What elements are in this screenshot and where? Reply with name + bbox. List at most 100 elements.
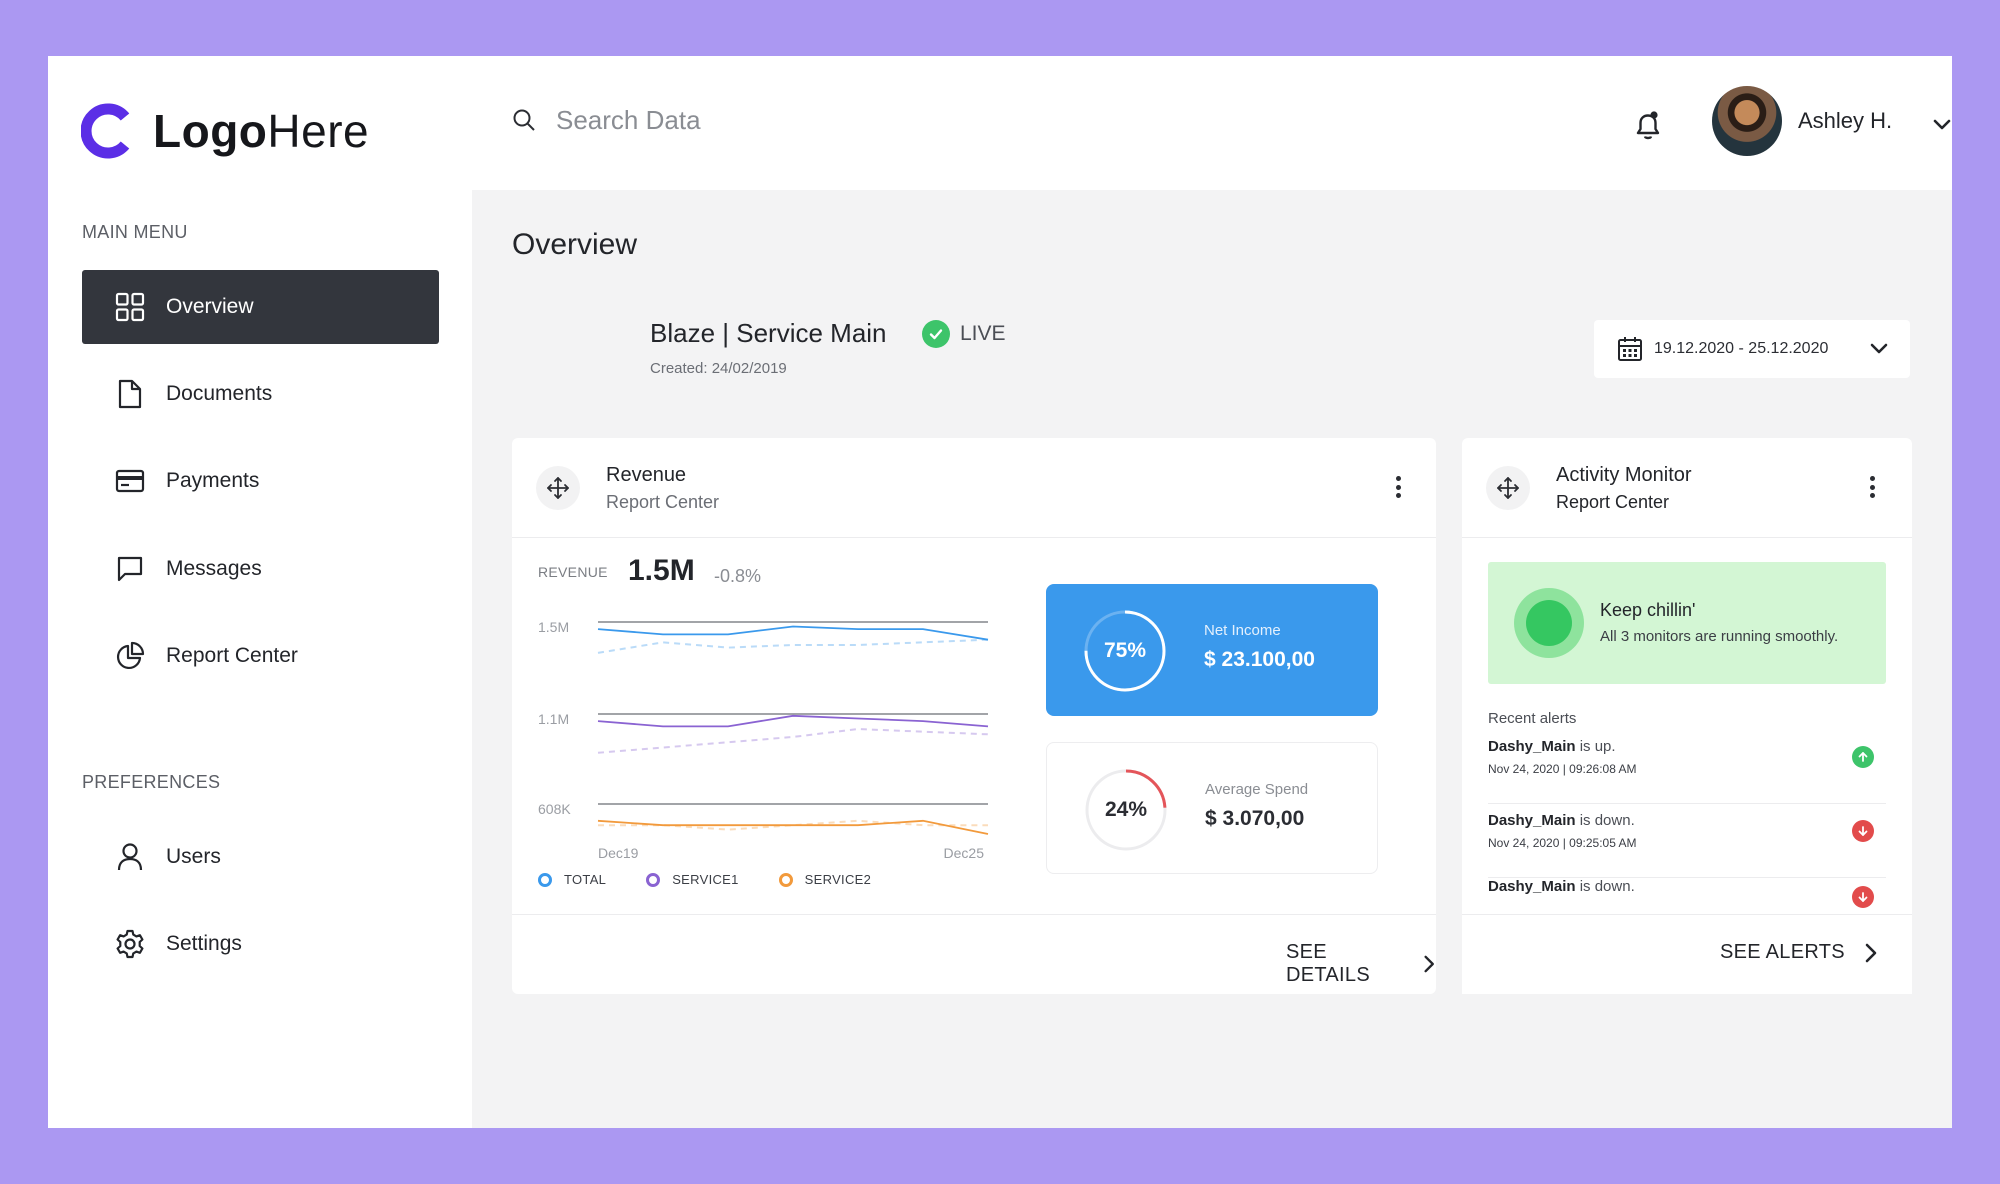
user-name[interactable]: Ashley H.: [1798, 108, 1893, 133]
net-income-percent: 75%: [1103, 639, 1147, 662]
see-details-link[interactable]: SEE DETAILS: [1286, 941, 1436, 987]
card-title: Activity Monitor: [1556, 464, 1692, 486]
sidebar-item-settings[interactable]: Settings: [82, 907, 439, 981]
logo-text: LogoHere: [153, 104, 369, 158]
move-icon[interactable]: [1486, 466, 1530, 510]
card-footer: SEE DETAILS: [512, 914, 1436, 994]
arrow-down-icon: [1852, 886, 1874, 908]
sidebar-item-label: Users: [166, 845, 221, 868]
chevron-down-icon[interactable]: [1928, 110, 1952, 138]
gear-icon: [114, 928, 146, 960]
calendar-icon: [1618, 337, 1642, 361]
logo[interactable]: LogoHere: [81, 100, 369, 162]
series-line-compare: [597, 728, 989, 754]
status-text: LIVE: [960, 322, 1006, 345]
legend-item-service1: SERVICE1: [646, 872, 738, 887]
search-bar: [512, 100, 1112, 140]
created-date: Created: 24/02/2019: [650, 360, 787, 377]
monitor-status-title: Keep chillin': [1600, 600, 1696, 620]
date-range-picker[interactable]: 19.12.2020 - 25.12.2020: [1594, 320, 1910, 378]
alert-text: is down.: [1575, 878, 1635, 895]
legend-label: TOTAL: [564, 872, 607, 887]
preferences-label: PREFERENCES: [82, 772, 221, 792]
legend-label: SERVICE1: [672, 872, 739, 887]
net-income-box: 75% Net Income $ 23.100,00: [1046, 584, 1378, 716]
main-menu-label: MAIN MENU: [82, 222, 188, 242]
legend-item-service2: SERVICE2: [778, 872, 872, 887]
legend-swatch: [646, 872, 661, 887]
topbar: Ashley H.: [472, 56, 1952, 190]
sidebar-item-documents[interactable]: Documents: [82, 357, 439, 431]
alert-text: is up.: [1575, 738, 1616, 755]
average-spend-label: Average Spend: [1205, 781, 1309, 798]
y-tick-label: 1.1M: [538, 711, 569, 727]
sidebar-item-messages[interactable]: Messages: [82, 532, 439, 606]
see-details-label: SEE DETAILS: [1286, 941, 1370, 986]
monitor-status-text: All 3 monitors are running smoothly.: [1600, 628, 1839, 645]
average-spend-gauge-arc: [1085, 769, 1167, 851]
average-spend-percent: 24%: [1104, 798, 1148, 821]
list-item[interactable]: Dashy_Main is up. Nov 24, 2020 | 09:26:0…: [1488, 738, 1886, 804]
y-tick-label: 1.5M: [538, 619, 569, 635]
move-icon[interactable]: [536, 466, 580, 510]
series-line: [597, 625, 989, 641]
revenue-label: REVENUE: [538, 564, 608, 580]
sidebar-item-label: Documents: [166, 382, 273, 405]
app-window: LogoHere MAIN MENU Overview Documents Pa…: [48, 56, 1952, 1128]
legend-item-total: TOTAL: [538, 872, 606, 887]
more-options-icon[interactable]: [1388, 472, 1408, 502]
see-alerts-link[interactable]: SEE ALERTS: [1720, 941, 1879, 964]
check-icon: [922, 320, 950, 348]
monitor-status-panel: Keep chillin' All 3 monitors are running…: [1488, 562, 1886, 684]
revenue-card: Revenue Report Center REVENUE 1.5M -0.8%…: [512, 438, 1436, 994]
card-header: Revenue Report Center: [512, 438, 1436, 538]
list-item[interactable]: Dashy_Main is down. Nov 24, 2020 | 09:25…: [1488, 812, 1886, 878]
logo-light: Here: [267, 105, 370, 157]
status-indicator: [1514, 588, 1584, 658]
sidebar-item-report-center[interactable]: Report Center: [82, 619, 439, 693]
alert-message: Dashy_Main is up.: [1488, 738, 1616, 755]
average-spend-value: $ 3.070,00: [1205, 807, 1305, 830]
alert-source: Dashy_Main: [1488, 738, 1576, 755]
revenue-change: -0.8%: [714, 566, 762, 586]
legend-label: SERVICE2: [804, 872, 872, 887]
arrow-down-icon: [1852, 820, 1874, 842]
search-input[interactable]: [556, 104, 1056, 136]
recent-alerts-title: Recent alerts: [1488, 710, 1577, 727]
sidebar-item-label: Overview: [166, 295, 254, 318]
status-badge: LIVE: [922, 320, 1006, 348]
card-header: Activity Monitor Report Center: [1462, 438, 1912, 538]
more-options-icon[interactable]: [1862, 472, 1882, 502]
average-spend-box: 24% Average Spend $ 3.070,00: [1046, 742, 1378, 874]
pie-chart-icon: [114, 640, 146, 672]
activity-monitor-card: Activity Monitor Report Center Keep chil…: [1462, 438, 1912, 994]
alert-source: Dashy_Main: [1488, 812, 1576, 829]
sidebar-item-label: Messages: [166, 557, 262, 580]
avatar[interactable]: [1712, 86, 1782, 156]
x-tick-label: Dec19: [598, 845, 639, 861]
alert-source: Dashy_Main: [1488, 878, 1576, 895]
chat-icon: [114, 553, 146, 585]
see-alerts-label: SEE ALERTS: [1720, 941, 1845, 963]
average-spend-gauge: 24%: [1083, 767, 1169, 853]
card-title: Revenue: [606, 464, 687, 486]
search-icon: [513, 109, 535, 131]
chart-legend: TOTAL SERVICE1 SERVICE2: [538, 872, 911, 887]
notification-bell-icon[interactable]: [1632, 108, 1668, 144]
alert-message: Dashy_Main is down.: [1488, 812, 1635, 829]
date-range-text: 19.12.2020 - 25.12.2020: [1654, 340, 1829, 357]
list-item[interactable]: Dashy_Main is down.: [1488, 878, 1886, 944]
net-income-label: Net Income: [1204, 622, 1281, 639]
series-line: [597, 819, 989, 835]
sidebar-item-users[interactable]: Users: [82, 820, 439, 894]
sidebar-item-payments[interactable]: Payments: [82, 444, 439, 518]
grid-icon: [114, 291, 146, 323]
card-subtitle: Report Center: [1556, 492, 1670, 512]
alert-time: Nov 24, 2020 | 09:25:05 AM: [1488, 836, 1637, 850]
revenue-value: 1.5M: [628, 554, 695, 587]
legend-swatch: [778, 872, 793, 887]
sidebar-item-overview[interactable]: Overview: [82, 270, 439, 344]
alert-message: Dashy_Main is down.: [1488, 878, 1635, 895]
alerts-list: Dashy_Main is up. Nov 24, 2020 | 09:26:0…: [1462, 738, 1912, 950]
service-title: Blaze | Service Main: [650, 318, 887, 348]
